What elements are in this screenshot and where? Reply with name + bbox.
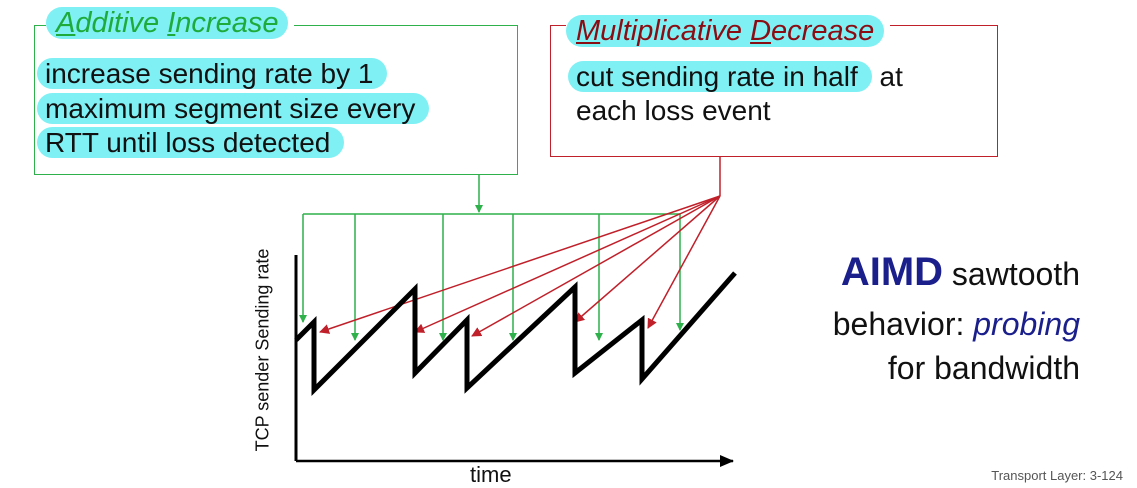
additive-increase-title: Additive Increase [46, 6, 295, 40]
additive-increase-line-1: increase sending rate by 1 [37, 55, 388, 93]
additive-increase-line-3: RTT until loss detected [37, 124, 345, 162]
aimd-caption-line-3: for bandwidth [887, 350, 1080, 386]
aimd-caption-line-1: AIMD sawtooth [840, 250, 1080, 294]
red-arrow-1 [319, 195, 721, 334]
multiplicative-decrease-title: Multiplicative Decrease [566, 14, 891, 48]
multiplicative-decrease-line-2: each loss event [576, 95, 771, 126]
additive-increase-line-2: maximum segment size every [37, 90, 430, 128]
y-axis-label: TCP sender Sending rate [252, 248, 273, 452]
red-arrow-2 [414, 195, 721, 333]
multiplicative-decrease-arrows [319, 157, 721, 337]
aimd-caption-line-2: behavior: probing [832, 306, 1080, 342]
axes [294, 255, 734, 467]
sending-rate-sawtooth [294, 271, 737, 397]
red-arrow-5 [647, 195, 721, 329]
red-arrow-3 [471, 195, 721, 337]
red-arrow-4 [574, 195, 721, 323]
multiplicative-decrease-line-1: cut sending rate in half at [568, 58, 903, 96]
slide-footer: Transport Layer: 3-124 [991, 468, 1123, 483]
additive-increase-arrows [299, 175, 684, 341]
x-axis-label: time [470, 462, 512, 487]
